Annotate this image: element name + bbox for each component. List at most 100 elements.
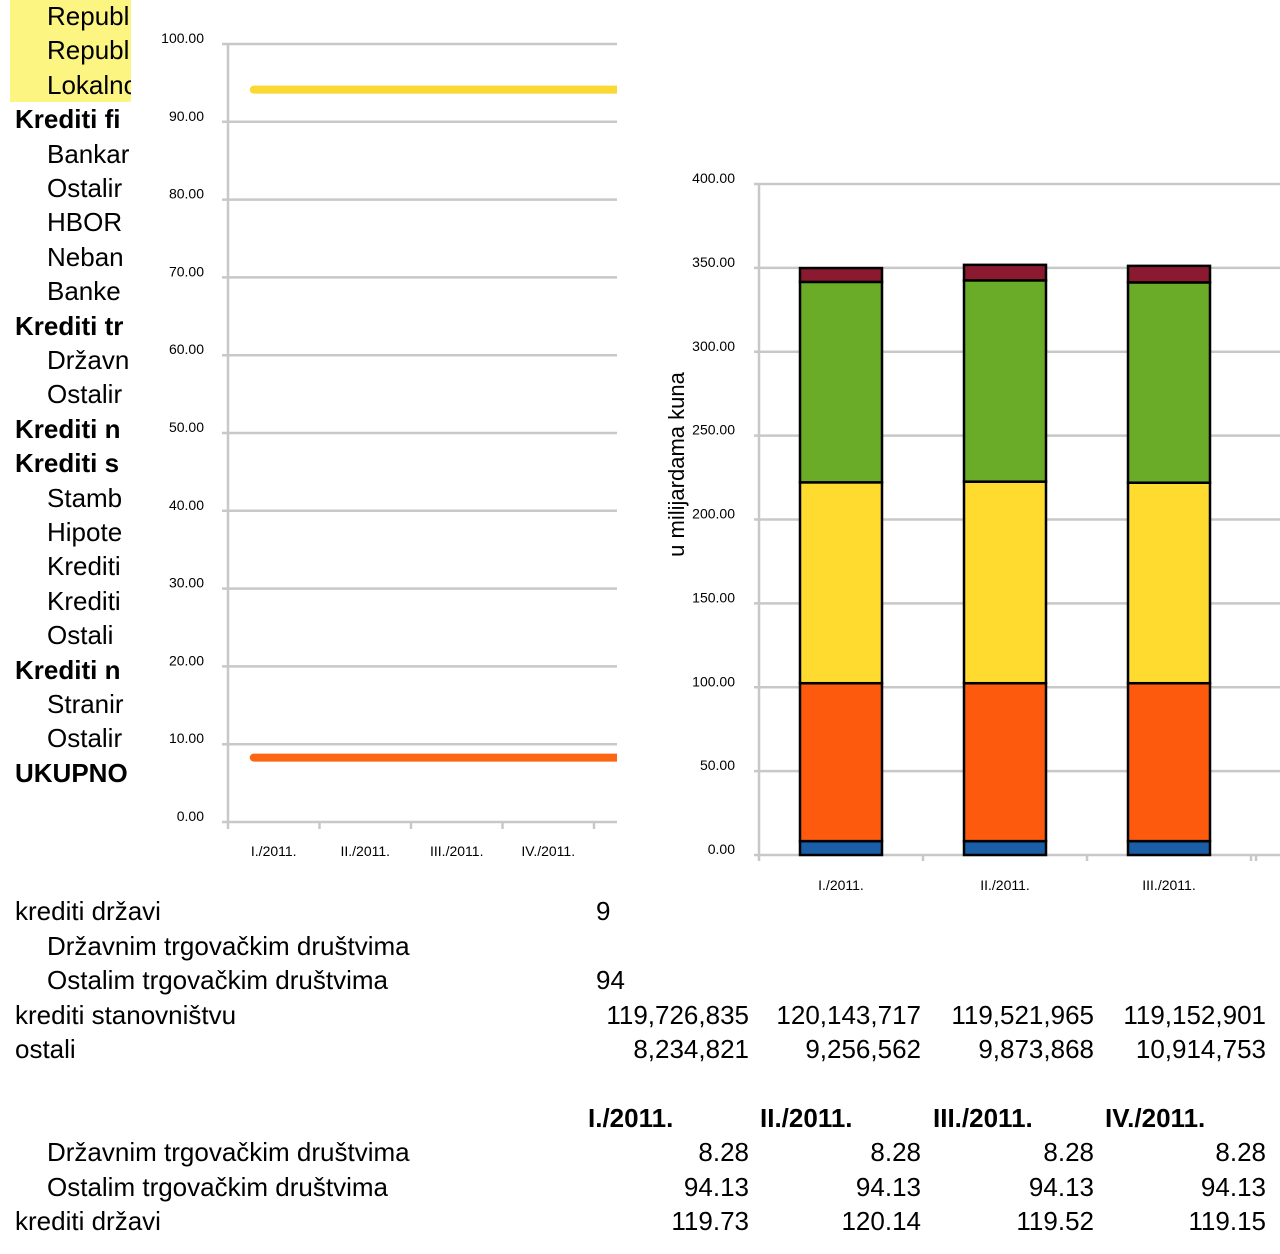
row-label: Krediti tr — [15, 310, 124, 341]
row-label: Krediti — [47, 585, 121, 616]
row-label: Krediti — [47, 551, 121, 582]
table-cell: 119,726,835 — [606, 999, 749, 1030]
y-tick-label: 150.00 — [692, 589, 735, 605]
y-tick-label: 40.00 — [169, 497, 204, 513]
y-tick-label: 60.00 — [169, 341, 204, 357]
row-label: Državn — [47, 345, 130, 375]
table-row-label: krediti državi — [15, 896, 161, 926]
bar-segment-0 — [962, 839, 1048, 857]
row-label: Ostali — [47, 620, 114, 651]
table-cell: 119.52 — [1016, 1206, 1094, 1236]
table-cell: 8.28 — [698, 1137, 749, 1167]
table-row-label: krediti stanovništvu — [15, 999, 237, 1030]
table-cell: 8.28 — [870, 1137, 921, 1167]
x-tick-label: II./2011. — [980, 877, 1030, 893]
bar-segment-3 — [798, 280, 884, 484]
bar-segment-2 — [798, 481, 884, 685]
bar-segment-4 — [798, 266, 884, 284]
row-label: Ostalir — [47, 379, 123, 410]
table-cell: 8,234,821 — [633, 1034, 749, 1064]
row-label: Krediti n — [15, 413, 121, 444]
y-tick-label: 0.00 — [708, 841, 735, 857]
table-cell: 120.14 — [841, 1206, 921, 1236]
y-tick-label: 50.00 — [169, 419, 204, 435]
bar-segment-0 — [1126, 839, 1212, 857]
bar-segment-4 — [1126, 264, 1212, 284]
row-label: UKUPNO — [15, 757, 128, 788]
bar-segment-1 — [798, 681, 884, 843]
bar-segment-1 — [962, 681, 1048, 843]
table-row-label: Državnim trgovačkim društvima — [47, 1137, 410, 1167]
x-tick-label: I./2011. — [251, 843, 297, 859]
table-row-label: Ostalim trgovačkim društvima — [47, 1171, 388, 1202]
stacked-bar-chart: 0.00 50.00 100.00 150.00 200.00 250.00 300.00 3… — [617, 160, 1280, 900]
y-tick-label: 80.00 — [169, 186, 204, 202]
row-label: Krediti fi — [15, 104, 121, 135]
table-cell: 119.73 — [671, 1206, 749, 1236]
table-row-label: krediti državi — [15, 1206, 161, 1236]
row-label: Krediti n — [15, 654, 121, 685]
row-label: Ostalir — [47, 173, 123, 203]
y-tick-label: 300.00 — [692, 338, 735, 354]
table-cell: 9,873,868 — [978, 1034, 1094, 1064]
row-label: Bankar — [47, 138, 130, 169]
y-tick-label: 50.00 — [700, 757, 735, 773]
row-label: HBOR — [47, 207, 123, 238]
highlighted-cells — [10, 0, 132, 102]
y-tick-label: 200.00 — [692, 506, 735, 522]
table-cell: 94.13 — [855, 1171, 921, 1202]
column-header: III./2011. — [933, 1103, 1033, 1133]
table-row-label: Državnim trgovačkim društvima — [47, 930, 410, 961]
row-label: Krediti s — [15, 448, 120, 479]
table-cell-partial: 94 — [596, 965, 625, 995]
bar-segment-1 — [1126, 681, 1212, 843]
row-label: Ostalir — [47, 723, 123, 754]
line-chart: 0.00 10.00 20.00 30.00 40.00 50.00 60.00 70.00 8… — [131, 0, 617, 870]
column-header: II./2011. — [760, 1103, 853, 1133]
y-tick-label: 0.00 — [177, 808, 204, 824]
row-label: Banke — [47, 276, 121, 307]
row-label: Neban — [47, 241, 124, 272]
row-label: Stamb — [47, 482, 123, 513]
y-tick-label: 100.00 — [692, 673, 735, 689]
table-cell: 94.13 — [683, 1171, 749, 1202]
y-axis-label: u milijardama kuna — [664, 371, 689, 556]
table-cell: 10,914,753 — [1135, 1034, 1266, 1064]
table-cell: 120,143,717 — [776, 999, 921, 1030]
table-cell-partial: 9 — [596, 896, 611, 926]
y-tick-label: 250.00 — [692, 422, 735, 438]
bar-segment-2 — [962, 480, 1048, 685]
x-tick-label: IV./2011. — [521, 843, 575, 859]
y-tick-label: 350.00 — [692, 254, 735, 270]
y-tick-label: 30.00 — [169, 575, 204, 591]
row-label: Stranir — [47, 689, 124, 719]
y-tick-label: 20.00 — [169, 652, 204, 668]
table-cell: 119,152,901 — [1123, 999, 1266, 1030]
table-cell: 9,256,562 — [805, 1034, 921, 1064]
y-tick-label: 100.00 — [161, 30, 204, 46]
x-tick-label: III./2011. — [1142, 877, 1195, 893]
bar-segment-3 — [1126, 281, 1212, 484]
bar-segment-4 — [962, 263, 1048, 282]
y-tick-label: 70.00 — [169, 263, 204, 279]
y-tick-label: 400.00 — [692, 170, 735, 186]
y-tick-label: 10.00 — [169, 730, 204, 746]
bar-segment-2 — [1126, 481, 1212, 685]
table-cell: 8.28 — [1043, 1137, 1094, 1167]
bar-segment-3 — [962, 279, 1048, 483]
column-header: IV./2011. — [1105, 1103, 1206, 1133]
table-row-label: ostali — [15, 1034, 76, 1064]
row-label: Lokalno — [47, 69, 139, 100]
row-label: Hipote — [47, 517, 123, 547]
x-tick-label: I./2011. — [818, 877, 864, 893]
table-cell: 94.13 — [1028, 1171, 1094, 1202]
table-cell: 119.15 — [1188, 1206, 1266, 1236]
x-tick-label: II./2011. — [340, 843, 390, 859]
table-row-label: Ostalim trgovačkim društvima — [47, 965, 388, 995]
table-cell: 119,521,965 — [951, 999, 1094, 1030]
y-tick-label: 90.00 — [169, 108, 204, 124]
x-tick-label: III./2011. — [430, 843, 483, 859]
chart-background — [131, 0, 617, 870]
column-header: I./2011. — [588, 1103, 674, 1133]
